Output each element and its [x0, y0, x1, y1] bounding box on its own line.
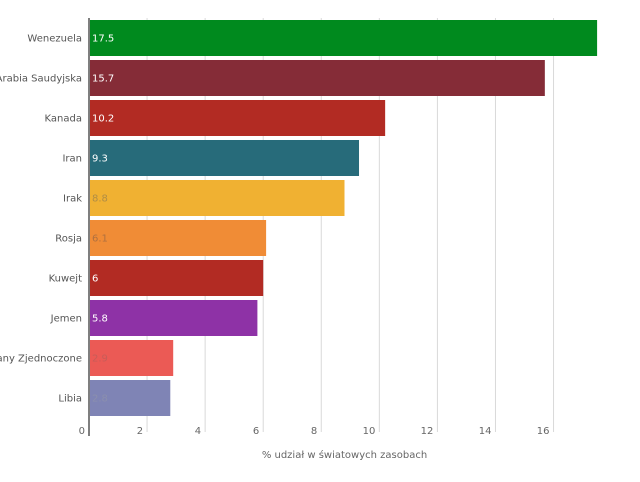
bar — [90, 60, 545, 96]
x-tick-label: 4 — [195, 426, 201, 437]
x-tick-label: 12 — [421, 426, 434, 437]
bar — [90, 100, 386, 136]
category-label: Arabia Saudyjska — [0, 74, 82, 85]
bar — [90, 340, 174, 376]
bars — [90, 20, 598, 416]
category-label: Libia — [58, 394, 82, 405]
category-labels: Wenezuela Arabia Saudyjska Kanada Iran Irak R… — [0, 34, 82, 405]
bar-value-label: 17.5 — [92, 34, 114, 45]
bar-value-label: 6.1 — [92, 234, 108, 245]
bar-value-label: 6 — [92, 274, 98, 285]
category-label: Jemen — [50, 314, 82, 325]
bar — [90, 20, 598, 56]
bar-value-label: 5.8 — [92, 314, 108, 325]
bar-value-label: 8.8 — [92, 194, 108, 205]
bar-value-label: 10.2 — [92, 114, 114, 125]
category-label: Rosja — [55, 234, 82, 245]
x-tick-labels: 0 2 4 6 8 10 12 14 16 — [79, 426, 550, 437]
bar — [90, 220, 267, 256]
x-tick-label: 2 — [137, 426, 143, 437]
bar — [90, 300, 258, 336]
bar-value-label: 2.8 — [92, 394, 108, 405]
category-label: Iran — [62, 154, 82, 165]
x-tick-label: 8 — [311, 426, 317, 437]
x-tick-label: 6 — [253, 426, 259, 437]
category-label: Kuwejt — [49, 274, 83, 285]
x-tick-label: 16 — [537, 426, 550, 437]
category-label: Wenezuela — [27, 34, 82, 45]
bar — [90, 140, 360, 176]
bar — [90, 260, 264, 296]
bar-value-label: 2.9 — [92, 354, 108, 365]
x-tick-label: 10 — [363, 426, 376, 437]
category-label: Kanada — [45, 114, 82, 125]
bar — [90, 180, 345, 216]
category-label: Stany Zjednoczone — [0, 354, 82, 365]
x-tick-label: 0 — [79, 426, 85, 437]
x-tick-label: 14 — [479, 426, 492, 437]
value-labels: 17.5 15.7 10.2 9.3 8.8 6.1 6 5.8 2.9 2.8 — [92, 34, 114, 405]
bar-value-label: 9.3 — [92, 154, 108, 165]
bar — [90, 380, 171, 416]
category-label: Irak — [63, 194, 82, 205]
bar-value-label: 15.7 — [92, 74, 114, 85]
x-axis-title: % udział w światowych zasobach — [262, 449, 427, 461]
